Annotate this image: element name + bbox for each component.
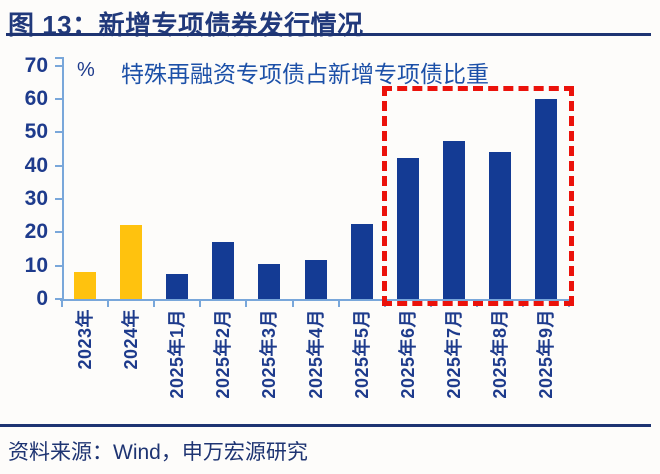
y-axis-tick xyxy=(55,164,62,167)
x-axis-label: 2025年1月 xyxy=(167,309,188,399)
y-axis-tick xyxy=(55,264,62,267)
chart-bar xyxy=(488,152,511,299)
chart-bar xyxy=(442,141,465,299)
y-axis-tick-label: 70 xyxy=(24,53,48,77)
x-axis-label: 2025年3月 xyxy=(259,309,280,399)
chart-bar xyxy=(166,274,189,299)
x-axis-tick xyxy=(291,301,294,307)
chart-bar xyxy=(396,157,419,299)
y-axis-tick-label: 0 xyxy=(36,287,48,310)
highlight-box xyxy=(382,86,574,306)
x-axis-label: 2025年4月 xyxy=(305,309,326,399)
y-axis-tick xyxy=(55,98,62,100)
y-axis-tick-label: 50 xyxy=(24,120,48,144)
x-axis-label: 2025年5月 xyxy=(351,309,372,399)
y-axis-tick-label: 40 xyxy=(24,153,48,177)
chart-bar xyxy=(535,99,558,299)
chart-bar xyxy=(258,264,281,299)
x-axis-line xyxy=(60,299,571,301)
chart-bar xyxy=(120,224,143,299)
y-axis-tick-label: 20 xyxy=(24,220,48,244)
x-axis-tick xyxy=(61,301,63,307)
x-axis-label: 2025年7月 xyxy=(443,309,464,399)
y-axis-line xyxy=(62,57,64,301)
y-axis-tick xyxy=(55,131,62,134)
y-axis-tick xyxy=(55,298,62,300)
y-axis-tick xyxy=(55,64,62,67)
chart-bar xyxy=(350,224,373,299)
x-axis-label: 2023年 xyxy=(75,309,96,370)
x-axis-tick xyxy=(337,301,340,307)
chart-series-title: 特殊再融资专项债占新增专项债比重 xyxy=(121,61,489,87)
y-axis-tick xyxy=(55,198,62,200)
x-axis-tick xyxy=(153,301,156,307)
y-axis-cap-tick xyxy=(55,57,62,59)
x-axis-tick xyxy=(245,301,248,307)
footer-divider xyxy=(0,424,651,427)
y-axis-tick-label: 10 xyxy=(24,253,48,277)
x-axis-tick xyxy=(199,301,202,307)
x-axis-label: 2025年2月 xyxy=(213,309,234,399)
x-axis-tick xyxy=(107,301,110,307)
title-underline xyxy=(6,33,651,36)
x-axis-label: 2024年 xyxy=(121,309,142,370)
x-axis-label: 2025年8月 xyxy=(489,309,510,399)
y-axis-unit-label: % xyxy=(77,59,95,81)
chart-bar xyxy=(74,272,97,299)
x-axis-label: 2025年6月 xyxy=(397,309,418,399)
chart-bar xyxy=(304,259,327,299)
source-note: 资料来源：Wind，申万宏源研究 xyxy=(8,441,308,464)
x-axis-label: 2025年9月 xyxy=(536,309,557,399)
chart-bar xyxy=(212,242,235,299)
y-axis-tick-label: 30 xyxy=(24,187,48,210)
y-axis-tick-label: 60 xyxy=(24,87,48,110)
y-axis-tick xyxy=(55,231,62,234)
